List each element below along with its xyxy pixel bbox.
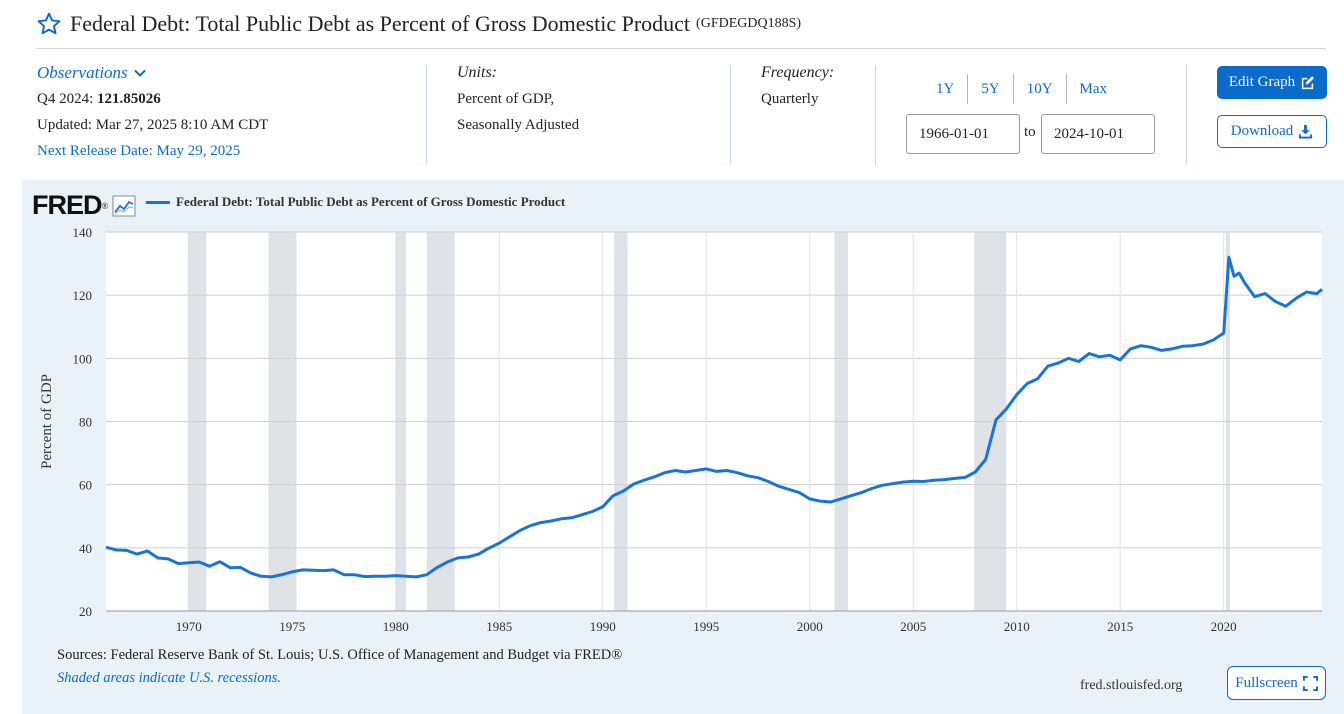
legend: Federal Debt: Total Public Debt as Perce… (146, 194, 565, 210)
y-tick-label: 80 (79, 415, 92, 430)
y-tick-label: 100 (73, 351, 93, 366)
chevron-down-icon (133, 69, 146, 77)
x-tick-label: 2010 (1004, 619, 1030, 634)
x-tick-label: 2000 (797, 619, 823, 634)
registered-mark: ® (101, 200, 109, 211)
recession-note-link[interactable]: Shaded areas indicate U.S. recessions. (57, 670, 282, 686)
chart-trend-icon (112, 195, 136, 216)
edit-graph-label: Edit Graph (1228, 74, 1296, 90)
range-max-button[interactable]: Max (1065, 74, 1121, 104)
edit-icon (1301, 76, 1315, 90)
edit-graph-button[interactable]: Edit Graph (1217, 66, 1327, 99)
star-icon[interactable] (36, 11, 62, 37)
y-tick-label: 60 (79, 478, 92, 493)
fred-logo-text: FRED (32, 190, 102, 220)
divider (1186, 65, 1187, 165)
observations-block: Observations Q4 2024: 121.85026 Updated:… (37, 60, 268, 164)
range-1y-button[interactable]: 1Y (936, 81, 955, 97)
observations-heading: Observations (37, 63, 128, 82)
updated-text: Updated: Mar 27, 2025 8:10 AM CDT (37, 117, 269, 133)
x-tick-label: 1970 (176, 619, 202, 634)
observation-value: 121.85026 (97, 91, 161, 107)
series-line (105, 255, 1323, 579)
download-icon (1299, 124, 1313, 139)
divider (875, 65, 876, 165)
units-line2: Seasonally Adjusted (457, 117, 580, 133)
title-row: Federal Debt: Total Public Debt as Perce… (36, 10, 801, 38)
download-label: Download (1230, 123, 1294, 139)
date-to-label: to (1024, 124, 1036, 140)
end-date-input[interactable]: 2024-10-01 (1041, 114, 1155, 154)
y-tick-label: 40 (79, 541, 92, 556)
observation-latest: Q4 2024: 121.85026 (37, 86, 268, 112)
units-heading: Units: (457, 64, 497, 81)
units-block: Units: Percent of GDP, Seasonally Adjust… (457, 60, 579, 138)
fullscreen-icon (1302, 675, 1318, 691)
fred-url[interactable]: fred.stlouisfed.org (1080, 678, 1183, 693)
fullscreen-button[interactable]: Fullscreen (1227, 666, 1326, 700)
legend-swatch (146, 200, 170, 204)
chart-panel: 20 40 60 80 100 120 140 1970 1975 1980 1985 1990 199… (22, 180, 1344, 714)
next-release-link[interactable]: Next Release Date: May 29, 2025 (37, 143, 241, 159)
x-tick-label: 2005 (900, 619, 926, 634)
x-tick-label: 1995 (693, 619, 719, 634)
sources-text: Sources: Federal Reserve Bank of St. Lou… (57, 647, 623, 663)
title-divider (36, 48, 1326, 49)
observation-period: Q4 2024: (37, 91, 94, 107)
fullscreen-label: Fullscreen (1235, 674, 1298, 691)
frequency-heading: Frequency: (761, 64, 835, 81)
x-tick-label: 1980 (383, 619, 409, 634)
range-buttons: 1Y 5Y 10Y Max (923, 74, 1120, 104)
fred-logo: FRED ® (32, 190, 136, 221)
x-tick-label: 2020 (1211, 619, 1237, 634)
y-axis-label: Percent of GDP (39, 374, 55, 469)
y-tick-label: 120 (73, 288, 93, 303)
range-5y-button[interactable]: 5Y (967, 74, 1012, 104)
range-10y-button[interactable]: 10Y (1012, 74, 1066, 104)
divider (426, 65, 427, 165)
line-chart[interactable]: 20 40 60 80 100 120 140 1970 1975 1980 1985 1990 199… (22, 180, 1344, 640)
x-tick-label: 1985 (486, 619, 512, 634)
download-button[interactable]: Download (1217, 115, 1327, 148)
start-date-input[interactable]: 1966-01-01 (906, 114, 1020, 154)
legend-label: Federal Debt: Total Public Debt as Perce… (176, 194, 566, 209)
y-tick-label: 140 (73, 225, 93, 240)
units-line1: Percent of GDP, (457, 91, 555, 107)
y-tick-label: 20 (79, 604, 92, 619)
x-tick-label: 2015 (1107, 619, 1133, 634)
observations-toggle[interactable]: Observations (37, 60, 268, 86)
frequency-block: Frequency: Quarterly (761, 60, 834, 112)
series-id: (GFDEGDQ188S) (696, 16, 802, 31)
frequency-value: Quarterly (761, 91, 819, 107)
x-tick-label: 1975 (279, 619, 305, 634)
x-tick-label: 1990 (590, 619, 616, 634)
divider (730, 65, 731, 165)
page-title: Federal Debt: Total Public Debt as Perce… (70, 11, 691, 36)
